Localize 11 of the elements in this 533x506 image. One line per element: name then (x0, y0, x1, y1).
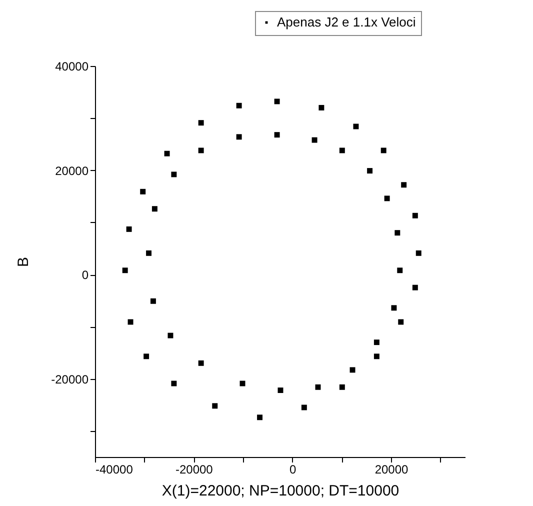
y-axis-title: B (15, 256, 32, 268)
legend-label: Apenas J2 e 1.1x Veloci (277, 14, 416, 30)
x-axis-title: X(1)=22000; NP=10000; DT=10000 (162, 482, 400, 500)
y-tick-label: 20000 (55, 164, 89, 178)
y-tick-label: -20000 (51, 372, 89, 386)
x-tick-label: 20000 (374, 462, 409, 476)
y-tick-label: 0 (82, 268, 89, 282)
y-tick-label: 40000 (55, 60, 89, 74)
x-tick-label: -40000 (96, 462, 134, 476)
x-tick-label: 0 (289, 462, 296, 476)
x-tick-label: -20000 (175, 462, 214, 476)
